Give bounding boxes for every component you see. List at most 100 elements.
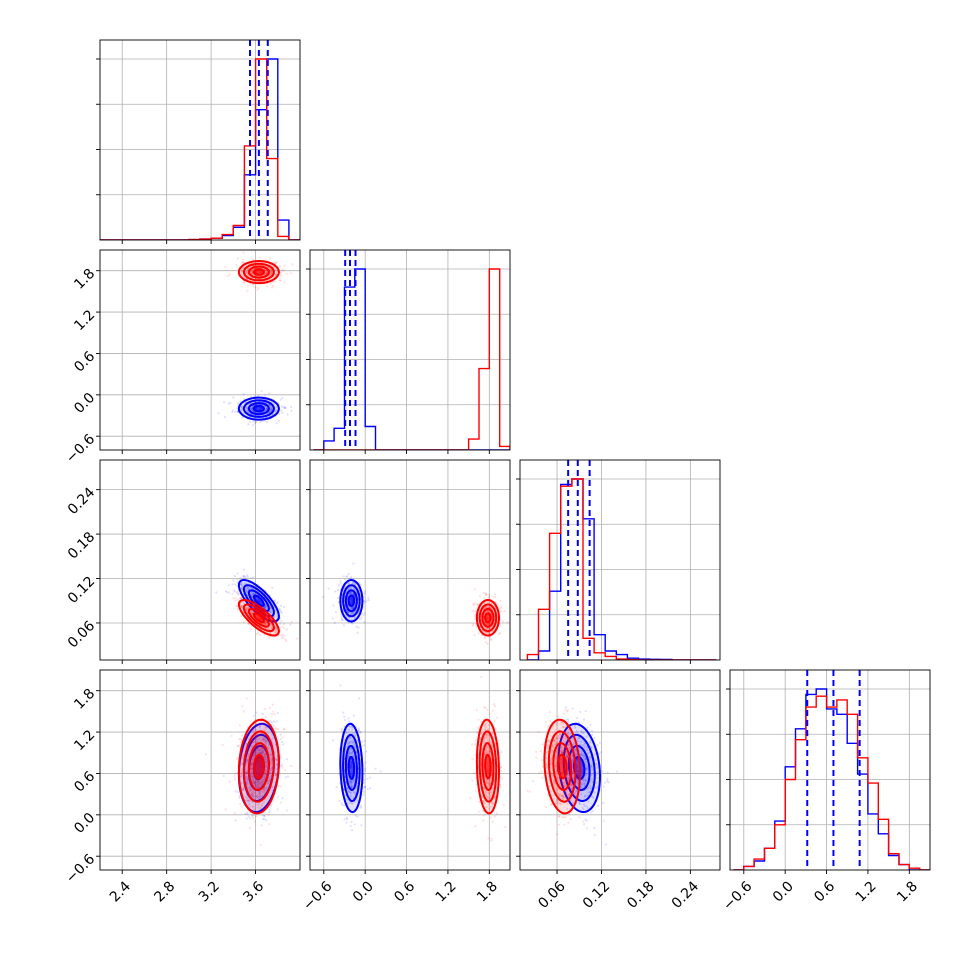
sample-point [254, 752, 257, 755]
density-contour [237, 396, 280, 421]
sample-point [252, 794, 255, 798]
sample-point [264, 773, 267, 777]
sample-point [346, 611, 350, 614]
sample-point [475, 709, 478, 712]
sample-point [281, 736, 284, 739]
sample-point [233, 775, 236, 778]
sample-point [245, 697, 248, 700]
sample-point [271, 286, 274, 289]
sample-point [282, 727, 286, 731]
sample-point [589, 755, 592, 758]
sample-point [241, 261, 245, 264]
sample-point [305, 265, 307, 267]
sample-point [248, 802, 251, 805]
sample-point [351, 607, 354, 610]
sample-point [284, 769, 287, 772]
sample-point [363, 769, 367, 772]
sample-point [250, 762, 254, 766]
sample-point [261, 746, 264, 749]
sample-point [260, 794, 264, 797]
sample-point [267, 814, 270, 817]
sample-point [251, 741, 255, 744]
sample-point [250, 612, 253, 615]
sample-point [363, 590, 367, 593]
sample-point [263, 817, 266, 820]
sample-point [581, 807, 585, 811]
sample-point [484, 780, 487, 783]
density-contour [475, 599, 500, 637]
sample-point [256, 288, 259, 291]
sample-point [268, 404, 271, 407]
sample-point [254, 784, 257, 787]
sample-point [257, 781, 260, 784]
sample-point [269, 776, 272, 779]
sample-point [240, 758, 243, 761]
sample-point [259, 724, 262, 728]
sample-point [567, 732, 570, 735]
sample-point [350, 781, 353, 784]
sample-point [274, 773, 278, 776]
sample-point [487, 751, 490, 755]
sample-point [234, 812, 237, 815]
sample-point [499, 786, 502, 789]
sample-point [350, 606, 353, 609]
sample-point [263, 740, 266, 743]
sample-point [506, 621, 509, 624]
sample-point [264, 752, 267, 756]
sample-point [238, 795, 241, 798]
sample-point [483, 724, 486, 727]
sample-point [359, 584, 362, 587]
sample-point [480, 720, 483, 724]
sample-point [259, 748, 262, 752]
sample-point [242, 788, 245, 792]
sample-point [261, 737, 265, 741]
sample-point [490, 744, 494, 747]
sample-point [578, 803, 581, 806]
sample-point [275, 406, 278, 409]
sample-point [363, 592, 366, 595]
sample-point [265, 756, 268, 759]
sample-point [240, 269, 243, 273]
sample-point [264, 737, 267, 741]
sample-point [356, 815, 359, 818]
sample-point [250, 774, 253, 777]
sample-point [240, 406, 243, 409]
sample-point [577, 740, 580, 743]
sample-point [257, 802, 260, 806]
sample-point [342, 804, 346, 807]
sample-point [270, 406, 273, 409]
sample-point [264, 769, 268, 772]
sample-point [241, 575, 245, 578]
sample-point [240, 596, 244, 599]
sample-point [247, 755, 250, 758]
sample-point [235, 264, 238, 267]
sample-point [240, 761, 243, 764]
sample-point [253, 754, 256, 757]
density-contour [484, 612, 492, 624]
sample-point [265, 407, 268, 410]
sample-point [357, 729, 360, 732]
sample-point [222, 774, 225, 778]
sample-point [263, 800, 266, 803]
sample-point [246, 586, 249, 589]
sample-point [250, 794, 253, 797]
sample-point [276, 808, 279, 811]
sample-point [573, 791, 576, 795]
sample-point [596, 771, 599, 774]
sample-point [349, 794, 352, 797]
sample-point [363, 744, 366, 747]
sample-point [227, 584, 230, 587]
panel-1-1 [310, 250, 510, 450]
panel-2-0 [100, 460, 300, 660]
sample-point [363, 621, 366, 624]
sample-point [270, 408, 274, 411]
sample-point [246, 760, 249, 763]
sample-point [240, 597, 243, 600]
sample-point [274, 768, 277, 771]
sample-point [248, 826, 252, 830]
sample-point [236, 592, 240, 595]
sample-point [241, 258, 245, 261]
sample-point [581, 744, 584, 747]
sample-point [247, 605, 250, 608]
sample-point [353, 778, 356, 781]
